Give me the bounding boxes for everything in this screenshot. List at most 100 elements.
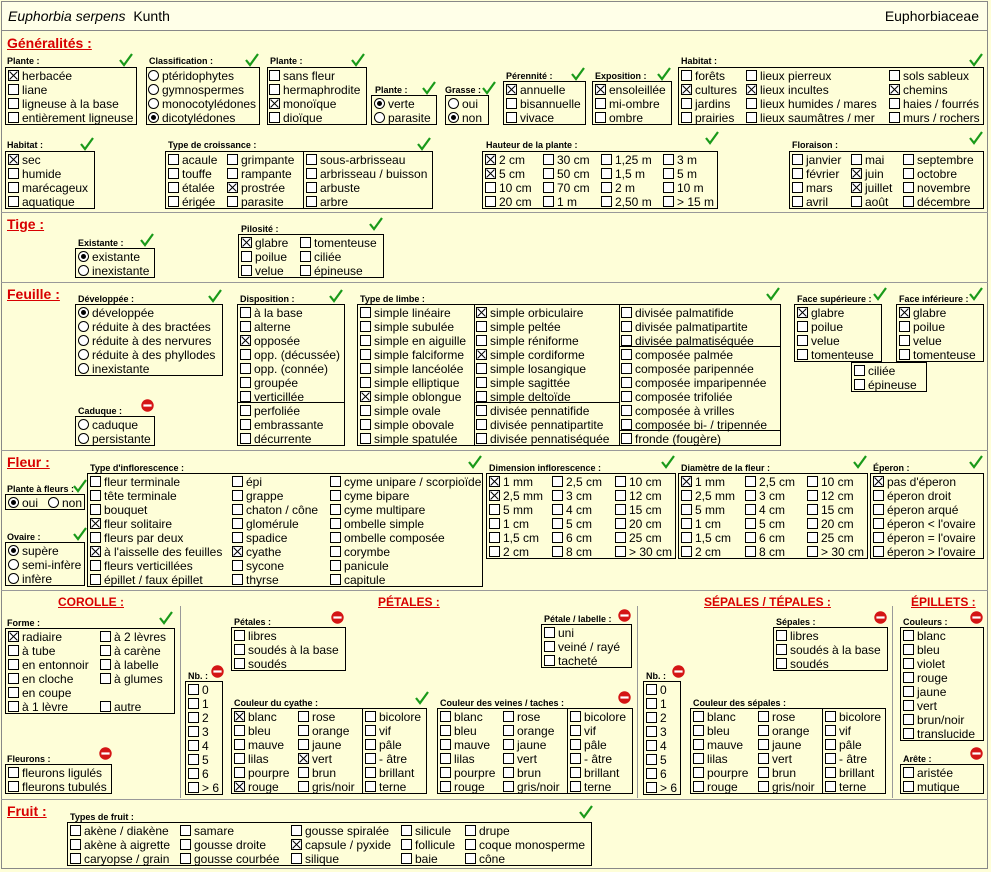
g-floraison-option[interactable]: juin xyxy=(851,167,884,181)
checkbox[interactable] xyxy=(851,182,862,193)
checkbox[interactable] xyxy=(825,739,836,750)
g-pilosite-option[interactable]: ciliée xyxy=(300,250,341,264)
g-croissance-option[interactable]: arbre xyxy=(306,195,348,209)
checkbox[interactable] xyxy=(544,627,555,638)
g-hauteur-option[interactable]: 5 cm xyxy=(485,167,525,181)
g-disposition-option[interactable]: décurrente xyxy=(240,432,311,446)
checkbox[interactable] xyxy=(854,365,865,376)
checkbox[interactable] xyxy=(306,196,317,207)
checkbox[interactable] xyxy=(903,168,914,179)
g-couleurs-option[interactable]: rouge xyxy=(903,671,948,685)
checkbox[interactable] xyxy=(8,673,19,684)
g-fruit-option[interactable]: silicule xyxy=(401,824,451,838)
checkbox[interactable] xyxy=(269,84,280,95)
g-coulsep-option[interactable]: gris/noir xyxy=(758,780,815,794)
g-ovaire-option[interactable]: semi-infère xyxy=(8,558,81,572)
g-habitat2-option[interactable]: humide xyxy=(8,167,61,181)
g-petales-option[interactable]: soudés xyxy=(234,657,287,671)
checkbox[interactable] xyxy=(440,711,451,722)
g-developpee-option[interactable]: réduite à des phyllodes xyxy=(78,348,215,362)
g-croissance-option[interactable]: grimpante xyxy=(227,153,294,167)
checkbox[interactable] xyxy=(621,405,632,416)
g-limbe-option[interactable]: composée paripennée xyxy=(621,362,754,376)
checkbox[interactable] xyxy=(440,739,451,750)
g-hauteur-option[interactable]: 5 m xyxy=(663,167,697,181)
checkbox[interactable] xyxy=(758,781,769,792)
g-limbe-option[interactable]: simple deltoïde xyxy=(476,390,571,404)
g-diamfleur-option[interactable]: 20 cm xyxy=(807,517,854,531)
checkbox[interactable] xyxy=(360,363,371,374)
checkbox[interactable] xyxy=(903,781,914,792)
checkbox[interactable] xyxy=(745,490,756,501)
checkbox[interactable] xyxy=(903,767,914,778)
checkbox[interactable] xyxy=(903,672,914,683)
g-forme-option[interactable]: en cloche xyxy=(8,672,73,686)
checkbox[interactable] xyxy=(306,168,317,179)
g-grasse-option[interactable]: oui xyxy=(448,97,478,111)
g-developpee-option[interactable]: inexistante xyxy=(78,362,149,376)
checkbox[interactable] xyxy=(240,405,251,416)
g-inflorescence-option[interactable]: capitule xyxy=(330,573,385,587)
checkbox[interactable] xyxy=(506,98,517,109)
g-hauteur-option[interactable]: 70 cm xyxy=(543,181,590,195)
g-coulsep-option[interactable]: vif xyxy=(825,724,851,738)
checkbox[interactable] xyxy=(100,701,111,712)
g-diminflo-option[interactable]: 2 cm xyxy=(489,545,529,559)
g-hauteur-option[interactable]: 10 m xyxy=(663,181,704,195)
g-coulcyathe-option[interactable]: mauve xyxy=(234,738,284,752)
g-sepales-option[interactable]: libres xyxy=(776,629,819,643)
g-developpee-option[interactable]: réduite à des nervures xyxy=(78,334,211,348)
g-limbe-option[interactable]: divisée pennatiséquée xyxy=(476,432,609,446)
checkbox[interactable] xyxy=(485,168,496,179)
g-disposition-option[interactable]: à la base xyxy=(240,306,303,320)
g-existante-option[interactable]: inexistante xyxy=(78,264,149,278)
checkbox[interactable] xyxy=(615,518,626,529)
g-nbpet-option[interactable]: 0 xyxy=(188,683,209,697)
g-couleurs-option[interactable]: blanc xyxy=(903,629,946,643)
g-inflorescence-option[interactable]: tête terminale xyxy=(90,489,177,503)
checkbox[interactable] xyxy=(476,335,487,346)
checkbox[interactable] xyxy=(234,753,245,764)
radio-button[interactable] xyxy=(8,545,19,556)
checkbox[interactable] xyxy=(360,321,371,332)
g-coulcyathe-option[interactable]: blanc xyxy=(234,710,277,724)
checkbox[interactable] xyxy=(570,753,581,764)
g-diminflo-option[interactable]: 3 cm xyxy=(552,489,592,503)
checkbox[interactable] xyxy=(90,546,101,557)
checkbox[interactable] xyxy=(232,490,243,501)
checkbox[interactable] xyxy=(807,532,818,543)
checkbox[interactable] xyxy=(227,168,238,179)
g-coulsep-option[interactable]: mauve xyxy=(693,738,743,752)
checkbox[interactable] xyxy=(298,767,309,778)
checkbox[interactable] xyxy=(663,182,674,193)
g-limbe-option[interactable]: fronde (fougère) xyxy=(621,432,721,446)
g-nbpet-option[interactable]: > 6 xyxy=(188,781,219,795)
checkbox[interactable] xyxy=(180,839,191,850)
g-limbe-option[interactable]: simple sagittée xyxy=(476,376,570,390)
checkbox[interactable] xyxy=(168,168,179,179)
checkbox[interactable] xyxy=(903,700,914,711)
checkbox[interactable] xyxy=(234,725,245,736)
g-forme-option[interactable]: en entonnoir xyxy=(8,658,89,672)
checkbox[interactable] xyxy=(240,307,251,318)
g-nbpet-option[interactable]: 4 xyxy=(188,739,209,753)
g-diamfleur-option[interactable]: 25 cm xyxy=(807,531,854,545)
checkbox[interactable] xyxy=(465,839,476,850)
checkbox[interactable] xyxy=(476,321,487,332)
checkbox[interactable] xyxy=(807,518,818,529)
checkbox[interactable] xyxy=(552,476,563,487)
checkbox[interactable] xyxy=(476,405,487,416)
g-facesup-option[interactable]: tomenteuse xyxy=(797,348,874,362)
g-habitat1-option[interactable]: sols sableux xyxy=(889,69,969,83)
g-habitat1-option[interactable]: prairies xyxy=(681,111,734,125)
checkbox[interactable] xyxy=(544,641,555,652)
checkbox[interactable] xyxy=(899,349,910,360)
checkbox[interactable] xyxy=(232,476,243,487)
checkbox[interactable] xyxy=(797,335,808,346)
g-limbe-option[interactable]: divisée palmatipartite xyxy=(621,320,748,334)
checkbox[interactable] xyxy=(889,112,900,123)
checkbox[interactable] xyxy=(903,714,914,725)
g-sepales-option[interactable]: soudés à la base xyxy=(776,643,881,657)
g-diamfleur-option[interactable]: 2,5 cm xyxy=(745,475,795,489)
g-diamfleur-option[interactable]: 5 cm xyxy=(745,517,785,531)
